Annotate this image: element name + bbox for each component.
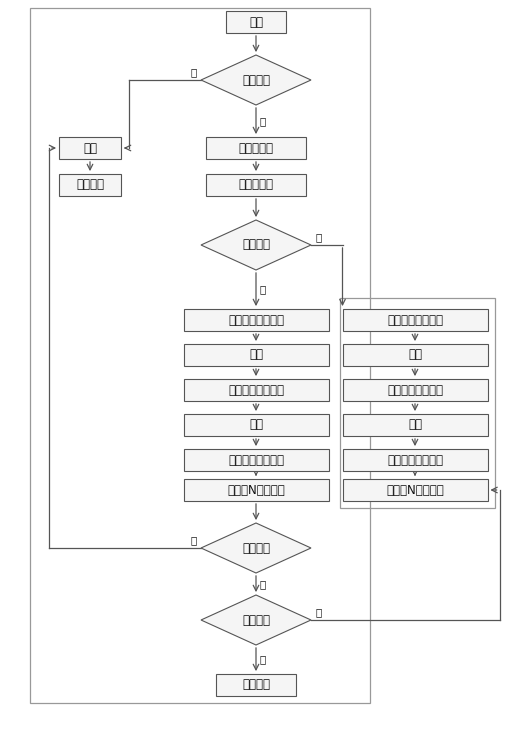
Text: 启动喂料机: 启动喂料机 bbox=[239, 179, 273, 192]
FancyBboxPatch shape bbox=[183, 449, 329, 471]
FancyBboxPatch shape bbox=[183, 414, 329, 436]
Text: 延时: 延时 bbox=[249, 418, 263, 432]
Text: 启动第N仓室加热: 启动第N仓室加热 bbox=[227, 484, 285, 496]
FancyBboxPatch shape bbox=[183, 379, 329, 401]
FancyBboxPatch shape bbox=[343, 344, 487, 366]
Text: 延时: 延时 bbox=[408, 348, 422, 361]
Polygon shape bbox=[201, 220, 311, 270]
FancyBboxPatch shape bbox=[206, 137, 306, 159]
Text: 停机: 停机 bbox=[83, 141, 97, 155]
FancyBboxPatch shape bbox=[343, 379, 487, 401]
Text: 无: 无 bbox=[315, 232, 321, 242]
Polygon shape bbox=[201, 55, 311, 105]
Text: 停止第二仓室加热: 停止第二仓室加热 bbox=[387, 384, 443, 397]
Text: 异常信号: 异常信号 bbox=[242, 74, 270, 86]
FancyBboxPatch shape bbox=[183, 344, 329, 366]
Text: 启动: 启动 bbox=[249, 16, 263, 29]
Polygon shape bbox=[201, 595, 311, 645]
FancyBboxPatch shape bbox=[343, 414, 487, 436]
FancyBboxPatch shape bbox=[59, 137, 121, 159]
Text: 故障显示: 故障显示 bbox=[76, 179, 104, 192]
Text: 继续运行: 继续运行 bbox=[242, 678, 270, 692]
Text: 有: 有 bbox=[191, 535, 197, 545]
Text: 启动第三仓室加热: 启动第三仓室加热 bbox=[228, 454, 284, 466]
FancyBboxPatch shape bbox=[343, 309, 487, 331]
FancyBboxPatch shape bbox=[343, 449, 487, 471]
FancyBboxPatch shape bbox=[183, 479, 329, 501]
Text: 延时: 延时 bbox=[408, 418, 422, 432]
Text: 启动第一仓室加热: 启动第一仓室加热 bbox=[228, 313, 284, 327]
FancyBboxPatch shape bbox=[343, 479, 487, 501]
FancyBboxPatch shape bbox=[216, 674, 296, 696]
Text: 无: 无 bbox=[260, 116, 266, 126]
FancyBboxPatch shape bbox=[59, 174, 121, 196]
Text: 物料检测: 物料检测 bbox=[242, 614, 270, 626]
Text: 启动输送带: 启动输送带 bbox=[239, 141, 273, 155]
Text: 物料检测: 物料检测 bbox=[242, 239, 270, 252]
Text: 停止第一仓室加热: 停止第一仓室加热 bbox=[387, 313, 443, 327]
FancyBboxPatch shape bbox=[226, 11, 286, 33]
Text: 有: 有 bbox=[191, 67, 197, 77]
Text: 停止第N仓室加热: 停止第N仓室加热 bbox=[386, 484, 444, 496]
Text: 延时: 延时 bbox=[249, 348, 263, 361]
Text: 停止第三仓室加热: 停止第三仓室加热 bbox=[387, 454, 443, 466]
Text: 无: 无 bbox=[315, 607, 321, 617]
FancyBboxPatch shape bbox=[183, 309, 329, 331]
Text: 无: 无 bbox=[260, 579, 266, 589]
Text: 有: 有 bbox=[260, 285, 266, 294]
Text: 启动第二仓室加热: 启动第二仓室加热 bbox=[228, 384, 284, 397]
Text: 有: 有 bbox=[260, 655, 266, 665]
Text: 异常信号: 异常信号 bbox=[242, 541, 270, 554]
FancyBboxPatch shape bbox=[206, 174, 306, 196]
Polygon shape bbox=[201, 523, 311, 573]
